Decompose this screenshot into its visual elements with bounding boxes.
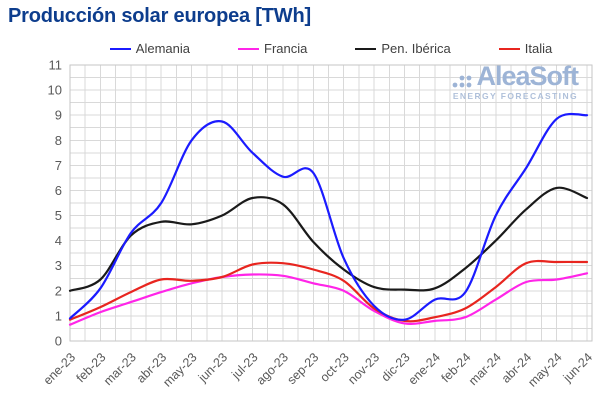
x-tick-label: ene-24 [406, 350, 443, 387]
aleasoft-dots-icon [453, 75, 472, 88]
watermark-brand: AleaSoft [476, 61, 579, 91]
legend-swatch-italia [498, 47, 520, 50]
y-tick-label: 1 [55, 308, 62, 323]
y-tick-label: 7 [55, 158, 62, 173]
legend-item-italia: Italia [498, 41, 553, 56]
legend-swatch-francia [238, 47, 259, 50]
y-tick-label: 0 [55, 334, 62, 349]
y-tick-label: 6 [55, 183, 62, 198]
y-tick-label: 4 [55, 233, 62, 248]
watermark-tagline: ENERGY FORECASTING [452, 91, 578, 101]
legend-label: Francia [264, 41, 308, 56]
x-tick-label: mar-23 [101, 350, 139, 388]
chart-legend: Alemania Francia Pen. Ibérica Italia [70, 41, 592, 56]
y-tick-label: 3 [55, 258, 62, 273]
series-line-pen-ib-rica [68, 186, 589, 292]
x-tick-label: mar-24 [466, 350, 504, 388]
x-tick-label: ago-23 [254, 350, 291, 387]
y-axis-labels: 0 1 2 3 4 5 6 7 8 9 10 11 [48, 58, 62, 349]
page-title: Producción solar europea [TWh] [8, 5, 311, 27]
y-tick-label: 5 [55, 208, 62, 223]
x-tick-label: nov-23 [345, 350, 382, 387]
y-tick-label: 2 [55, 283, 62, 298]
y-tick-label: 9 [55, 108, 62, 123]
y-tick-label: 11 [49, 58, 63, 73]
y-tick-label: 8 [55, 133, 62, 148]
series-line-italia [68, 259, 589, 323]
legend-item-francia: Francia [238, 41, 307, 56]
series-line-alemania [68, 112, 589, 321]
series-line-francia [68, 272, 589, 326]
legend-swatch-alemania [109, 47, 131, 50]
x-tick-label: may-23 [160, 350, 199, 389]
legend-label: Alemania [135, 41, 190, 56]
legend-item-pen-iberica: Pen. Ibérica [355, 41, 451, 56]
legend-swatch-pen-iberica [355, 47, 377, 50]
x-tick-label: jun-23 [195, 350, 230, 385]
legend-label: Pen. Ibérica [381, 41, 451, 56]
legend-label: Italia [524, 41, 553, 56]
x-tick-label: may-24 [525, 350, 564, 389]
legend-item-alemania: Alemania [109, 41, 190, 56]
gridlines [70, 65, 592, 341]
plot-frame [69, 64, 593, 342]
x-tick-label: sep-23 [284, 350, 321, 387]
x-axis-labels: ene-23feb-23mar-23abr-23may-23jun-23jul-… [41, 350, 595, 389]
x-tick-label: jun-24 [560, 350, 595, 385]
x-tick-label: ene-23 [41, 350, 78, 387]
aleasoft-watermark: AleaSoft ENERGY FORECASTING [430, 61, 579, 101]
y-tick-label: 10 [48, 83, 62, 98]
